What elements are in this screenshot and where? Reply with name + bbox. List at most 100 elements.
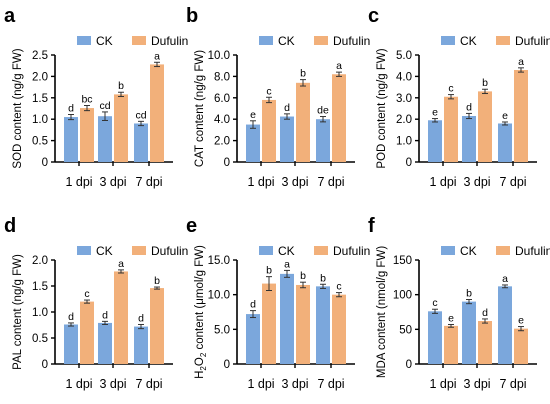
panel-d-label: d — [4, 215, 16, 237]
panel-f-significance-label: e — [448, 312, 454, 324]
panel-e-label: e — [186, 215, 197, 237]
panel-d-significance-label: c — [84, 288, 89, 300]
panel-a-y-tick-label: 0.5 — [32, 136, 48, 148]
panel-c-y-tick-label: 5.0 — [396, 50, 412, 62]
panel-b-y-tick-label: 2.0 — [214, 136, 230, 148]
panel-c-x-tick-label: 7 dpi — [499, 175, 526, 189]
panel-d-bar — [80, 301, 94, 364]
panel-a-y-tick-label: 1.0 — [32, 114, 48, 126]
panel-b-significance-label: e — [250, 109, 256, 121]
panel-b-y-tick-label: 0 — [224, 157, 230, 169]
panel-b-significance-label: b — [300, 68, 306, 80]
panel-e-x-tick-label: 7 dpi — [317, 377, 344, 391]
panel-a-y-axis-label: SOD content (ng/g FW) — [12, 48, 24, 168]
panel-b-bar — [280, 116, 294, 162]
panel-e-y-tick-label: 10.0 — [208, 290, 230, 302]
panel-b-significance-label: c — [266, 85, 271, 97]
panel-e-significance-label: b — [320, 272, 326, 284]
panel-d-x-tick-label: 7 dpi — [135, 377, 162, 391]
panel-d-bar — [64, 324, 78, 364]
panel-b-bar — [316, 119, 330, 162]
panel-e-y-tick-label: 15.0 — [208, 255, 230, 267]
panel-b-label: b — [186, 5, 198, 27]
panel-d-y-tick-label: 1.0 — [32, 307, 48, 319]
panel-b-significance-label: a — [336, 60, 342, 72]
panel-f-significance-label: a — [502, 273, 508, 285]
panel-b-y-tick-label: 10.0 — [208, 50, 230, 62]
panel-c-significance-label: c — [448, 83, 453, 95]
panel-a-significance-label: b — [118, 80, 124, 92]
panel-a-x-tick-label: 7 dpi — [135, 175, 162, 189]
panel-d-significance-label: d — [68, 311, 74, 323]
panel-f-y-axis-label: MDA content (nmol/g FW) — [376, 246, 388, 378]
panel-c-significance-label: e — [432, 107, 438, 119]
panel-e-legend-label: Dufulin — [333, 244, 370, 258]
panel-c-legend-label: Dufulin — [515, 34, 550, 48]
panel-d-legend-swatch — [132, 246, 146, 255]
panel-c-legend-swatch — [496, 36, 510, 45]
panel-a-bar — [80, 108, 94, 162]
panel-d-significance-label: b — [154, 275, 160, 287]
panel-f-x-tick-label: 1 dpi — [429, 377, 456, 391]
panel-b-bar — [296, 82, 310, 162]
panel-b-x-tick-label: 3 dpi — [281, 175, 308, 189]
panel-a-label: a — [4, 5, 16, 27]
panel-e-legend-label: CK — [278, 244, 295, 258]
panel-a-y-tick-label: 2.0 — [32, 71, 48, 83]
panel-e-y-axis-label: H2O2 content (μmol/g FW) — [194, 245, 208, 379]
panel-d-bar — [98, 322, 112, 364]
panel-f-x-tick-label: 3 dpi — [463, 377, 490, 391]
panel-c-legend-label: CK — [460, 34, 477, 48]
panel-f-legend-label: Dufulin — [515, 244, 550, 258]
panel-e-x-tick-label: 1 dpi — [247, 377, 274, 391]
panel-c-y-tick-label: 1.0 — [396, 136, 412, 148]
panel-d-significance-label: a — [118, 258, 124, 270]
panel-f-bar — [478, 321, 492, 364]
panel-f-x-tick-label: 7 dpi — [499, 377, 526, 391]
panel-a-bar — [98, 116, 112, 162]
panel-f-significance-label: c — [432, 297, 437, 309]
panel-a-significance-label: d — [68, 102, 74, 114]
panel-b-significance-label: de — [317, 105, 329, 117]
panel-a-bar — [134, 123, 148, 162]
panel-b-legend-label: Dufulin — [333, 34, 370, 48]
panel-a-significance-label: bc — [81, 94, 92, 106]
panel-c-y-tick-label: 3.0 — [396, 93, 412, 105]
panel-c-x-tick-label: 3 dpi — [463, 175, 490, 189]
panel-f-legend-swatch — [496, 246, 510, 255]
panel-c-bar — [444, 96, 458, 162]
panel-d-y-tick-label: 0 — [42, 359, 48, 371]
panel-d-bar — [134, 326, 148, 364]
panel-d-legend-swatch — [77, 246, 91, 255]
panel-f-bar — [444, 325, 458, 364]
panel-c-y-tick-label: 4.0 — [396, 71, 412, 83]
panel-a-y-tick-label: 2.5 — [32, 50, 48, 62]
panel-b-legend-swatch — [259, 36, 273, 45]
panel-d-x-tick-label: 1 dpi — [65, 377, 92, 391]
panel-a-legend-label: Dufulin — [151, 34, 188, 48]
panel-b-x-tick-label: 7 dpi — [317, 175, 344, 189]
panel-d-y-tick-label: 0.5 — [32, 333, 48, 345]
panel-c-y-axis-label: POD content (ng/g FW) — [376, 48, 388, 168]
panel-a-significance-label: cd — [99, 100, 110, 112]
panel-e-bar — [316, 286, 330, 364]
panel-e-bar — [280, 273, 294, 364]
panel-c-bar — [514, 69, 528, 162]
panel-e-y-tick-label: 5.0 — [214, 324, 230, 336]
panel-c-y-tick-label: 0 — [406, 157, 412, 169]
panel-a-legend-label: CK — [96, 34, 113, 48]
panel-e-significance-label: b — [266, 265, 272, 277]
panel-a-x-tick-label: 1 dpi — [65, 175, 92, 189]
panel-a-significance-label: cd — [135, 109, 146, 121]
panel-c-legend-swatch — [441, 36, 455, 45]
panel-b-legend-swatch — [314, 36, 328, 45]
panel-b-x-tick-label: 1 dpi — [247, 175, 274, 189]
panel-c-significance-label: e — [502, 110, 508, 122]
panel-d-x-tick-label: 3 dpi — [99, 377, 126, 391]
panel-d-y-tick-label: 2.0 — [32, 255, 48, 267]
panel-f-significance-label: b — [466, 288, 472, 300]
panel-b-bar — [332, 74, 346, 162]
panel-a-bar — [64, 117, 78, 162]
panel-f-significance-label: d — [482, 307, 488, 319]
